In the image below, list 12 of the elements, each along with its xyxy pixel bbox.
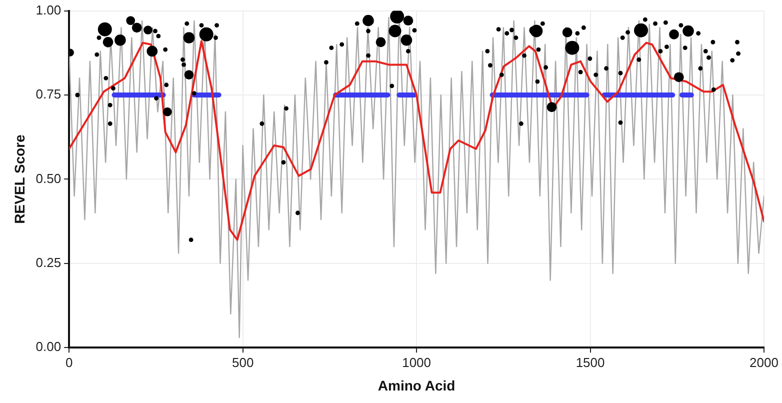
x-tick-label: 0 [65, 354, 73, 370]
x-tick-label: 500 [232, 354, 254, 370]
y-tick-label: 0.00 [36, 339, 62, 354]
x-tick-label: 2000 [750, 354, 778, 370]
x-tick-label: 1500 [576, 354, 605, 370]
y-tick-label: 0.25 [36, 254, 62, 270]
x-axis-title: Amino Acid [378, 377, 456, 394]
y-axis-title: REVEL Score [11, 134, 28, 224]
y-tick-label: 0.50 [36, 170, 62, 186]
y-tick-label: 0.75 [36, 86, 62, 102]
x-tick-label: 1000 [402, 354, 432, 370]
y-tick-label: 1.00 [36, 2, 62, 18]
